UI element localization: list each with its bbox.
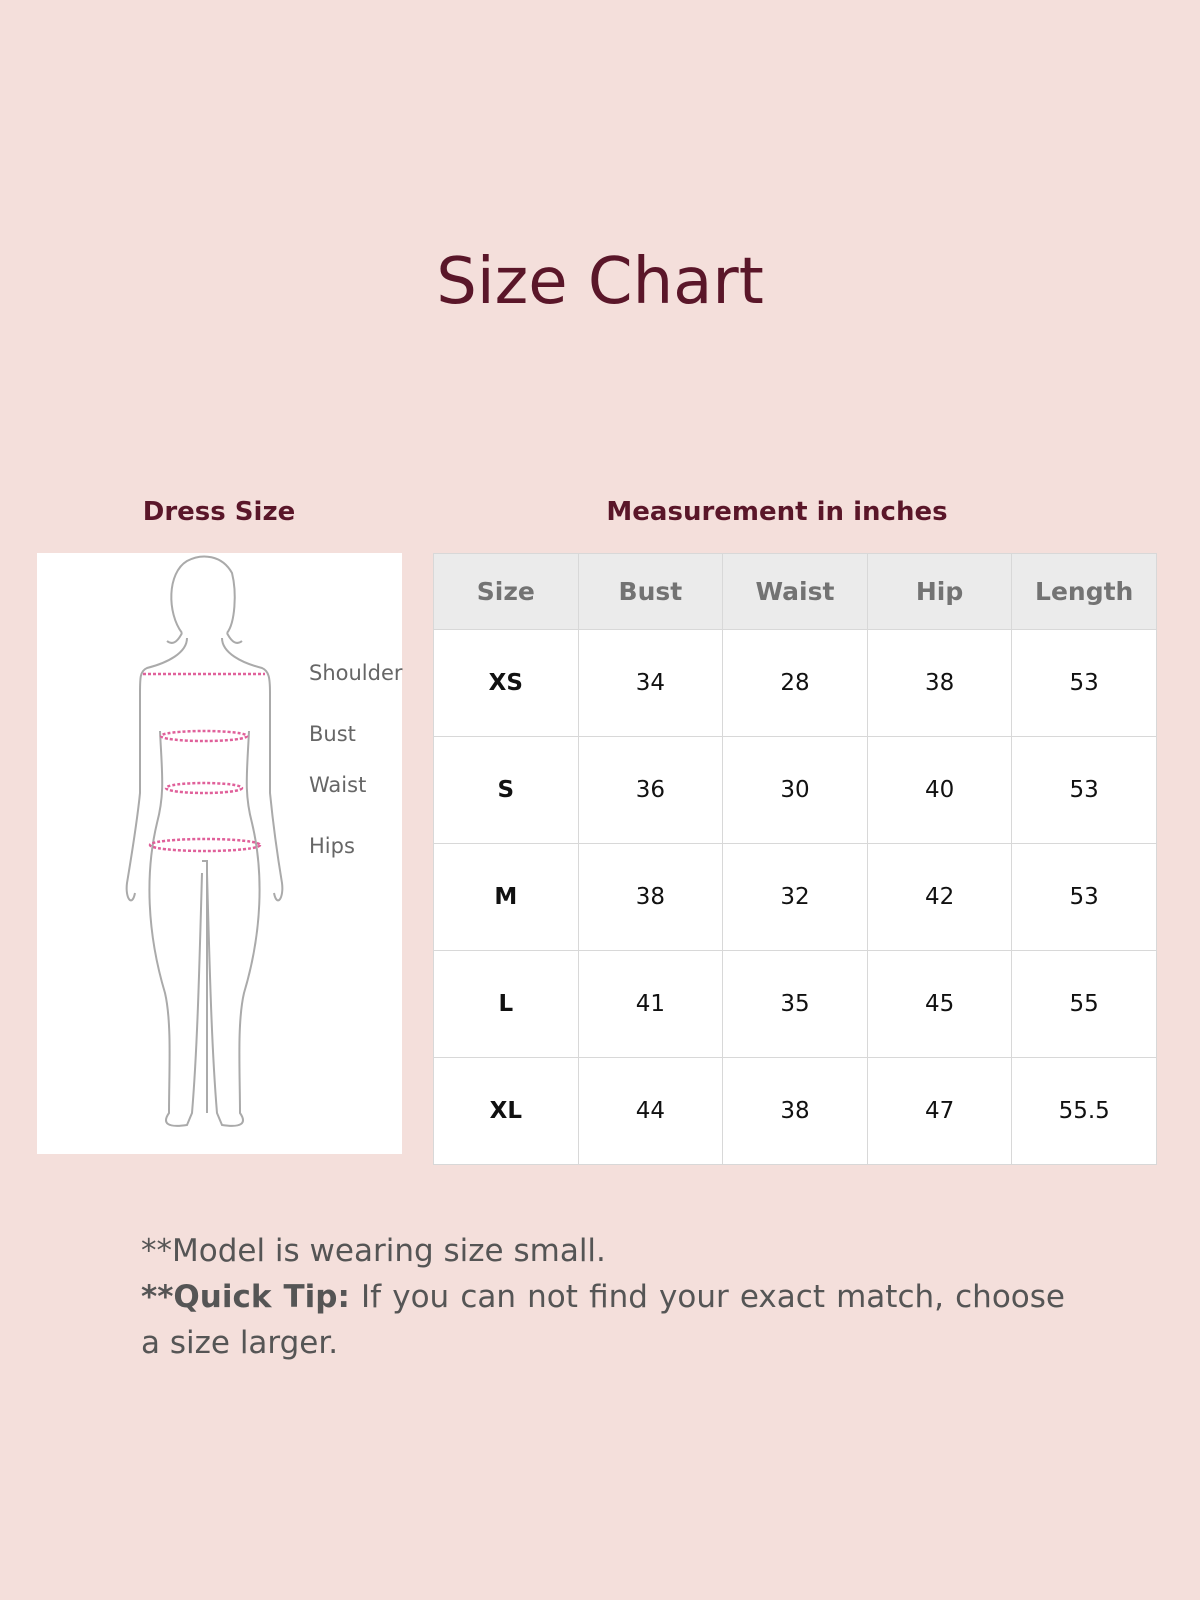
table-row: XL 44 38 47 55.5	[433, 1057, 1157, 1165]
table-cell-length: 53	[1011, 736, 1157, 844]
column-header-bust: Bust	[577, 553, 724, 630]
table-cell-waist: 28	[722, 629, 868, 737]
table-cell-waist: 38	[722, 1057, 868, 1165]
table-cell-bust: 44	[577, 1057, 724, 1165]
column-header-length: Length	[1011, 553, 1157, 630]
table-cell-hip: 45	[866, 950, 1013, 1058]
hips-label: Hips	[309, 834, 355, 858]
dress-size-heading: Dress Size	[142, 497, 296, 527]
waist-label: Waist	[309, 773, 367, 797]
table-row: M 38 32 42 53	[433, 843, 1157, 951]
table-row: L 41 35 45 55	[433, 950, 1157, 1058]
table-cell-size: XS	[433, 629, 579, 737]
table-header-row: Size Bust Waist Hip Length	[433, 553, 1157, 630]
notes: **Model is wearing size small. **Quick T…	[141, 1228, 1065, 1366]
table-cell-size: L	[433, 950, 579, 1058]
quick-tip-label: **Quick Tip:	[141, 1279, 350, 1315]
column-header-hip: Hip	[866, 553, 1013, 630]
table-cell-bust: 41	[577, 950, 724, 1058]
table-cell-bust: 38	[577, 843, 724, 951]
model-note: **Model is wearing size small.	[141, 1233, 606, 1269]
table-cell-size: S	[433, 736, 579, 844]
table-cell-hip: 42	[866, 843, 1013, 951]
column-header-size: Size	[433, 553, 579, 630]
table-cell-length: 53	[1011, 629, 1157, 737]
table-cell-size: M	[433, 843, 579, 951]
shoulder-label: Shoulder	[309, 661, 403, 685]
table-cell-waist: 32	[722, 843, 868, 951]
body-measurement-figure: Shoulder Bust Waist Hips	[37, 553, 403, 1154]
body-outline-icon	[125, 555, 284, 1127]
table-cell-length: 55.5	[1011, 1057, 1157, 1165]
table-cell-waist: 35	[722, 950, 868, 1058]
table-cell-length: 55	[1011, 950, 1157, 1058]
bust-label: Bust	[309, 722, 356, 746]
size-table: Size Bust Waist Hip Length XS 34 28 38 53 S 36…	[433, 553, 1157, 1165]
page-title: Size Chart	[436, 245, 764, 319]
table-cell-size: XL	[433, 1057, 579, 1165]
table-cell-bust: 34	[577, 629, 724, 737]
table-cell-waist: 30	[722, 736, 868, 844]
table-cell-hip: 40	[866, 736, 1013, 844]
measurement-heading: Measurement in inches	[606, 497, 948, 527]
column-header-waist: Waist	[722, 553, 868, 630]
table-cell-hip: 38	[866, 629, 1013, 737]
table-cell-hip: 47	[866, 1057, 1013, 1165]
table-cell-length: 53	[1011, 843, 1157, 951]
quick-tip-text: If you can not find your exact match, ch…	[141, 1279, 1065, 1361]
quick-tip: **Quick Tip: If you can not find your ex…	[141, 1274, 1065, 1366]
table-cell-bust: 36	[577, 736, 724, 844]
table-row: XS 34 28 38 53	[433, 629, 1157, 737]
table-row: S 36 30 40 53	[433, 736, 1157, 844]
